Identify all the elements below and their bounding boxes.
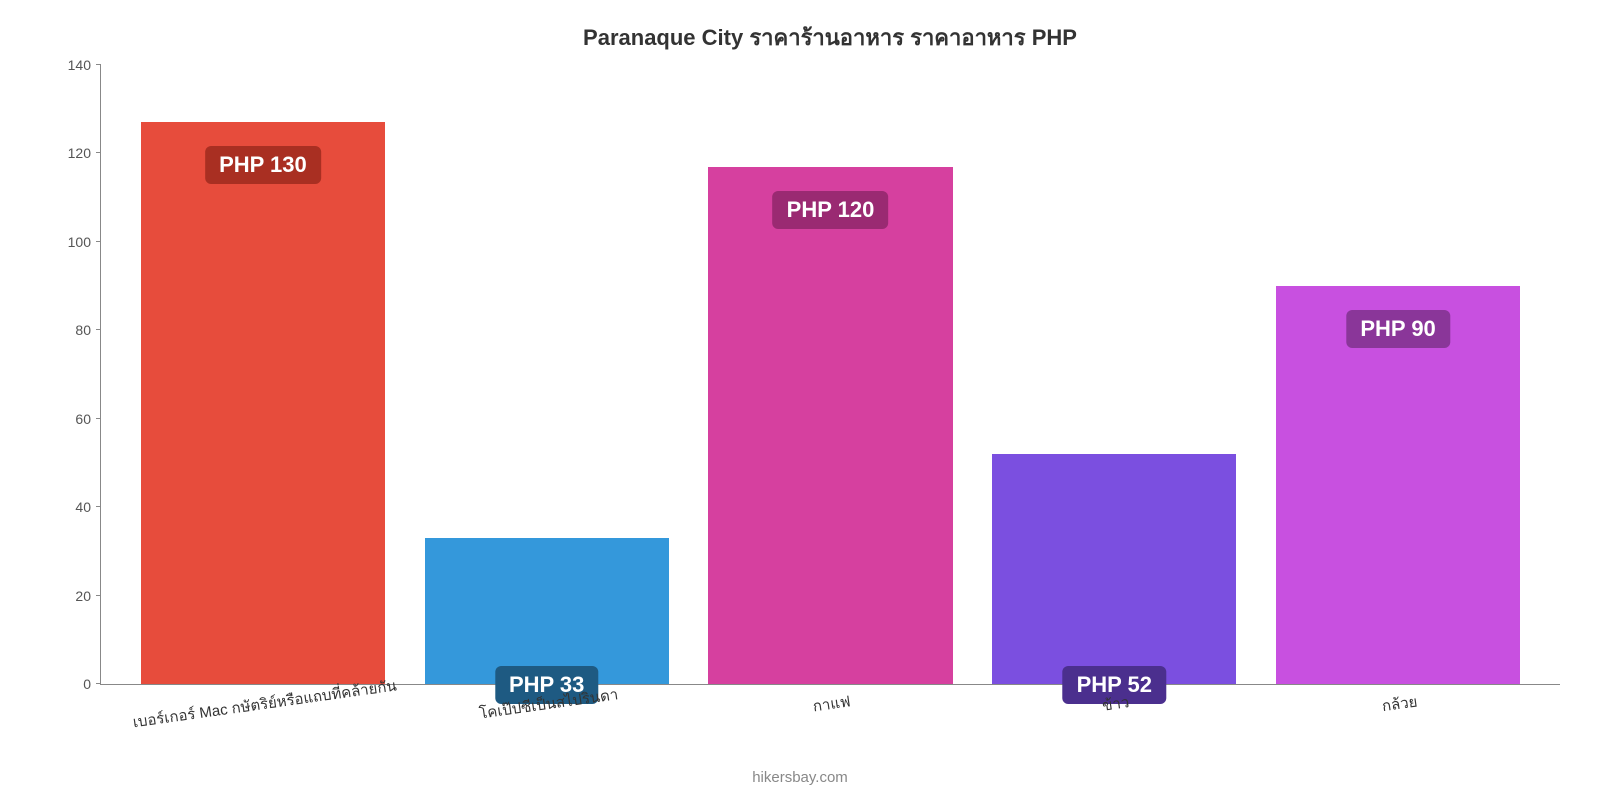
x-axis-category-label: กล้วย: [1381, 690, 1419, 719]
x-label-slot: โคเป๊ปซีเป็นสไปรินดา: [405, 684, 689, 734]
y-tick-mark: [96, 418, 101, 419]
y-tick-label: 0: [51, 676, 91, 692]
bar-slot: PHP 52: [972, 65, 1256, 684]
bar-slot: PHP 130: [121, 65, 405, 684]
y-tick-mark: [96, 152, 101, 153]
bars-row: PHP 130 PHP 33 PHP 120 PHP 52 PHP 90: [101, 65, 1560, 684]
x-label-slot: กาแฟ: [689, 684, 973, 734]
x-label-slot: กล้วย: [1256, 684, 1540, 734]
x-axis-category-label: โคเป๊ปซีเป็นสไปรินดา: [477, 682, 619, 725]
bar-slot: PHP 90: [1256, 65, 1540, 684]
y-tick-label: 120: [51, 145, 91, 161]
x-axis-labels: เบอร์เกอร์ Mac กษัตริย์หรือแถบที่คล้ายกั…: [101, 684, 1560, 734]
y-tick-label: 20: [51, 588, 91, 604]
bar-value-badge: PHP 130: [205, 146, 321, 184]
y-tick-mark: [96, 64, 101, 65]
y-tick-label: 80: [51, 322, 91, 338]
y-tick-mark: [96, 506, 101, 507]
x-label-slot: ข้าว: [972, 684, 1256, 734]
bar: PHP 130: [141, 122, 385, 684]
y-tick-label: 140: [51, 57, 91, 73]
bar: PHP 90: [1276, 286, 1520, 684]
y-tick-mark: [96, 683, 101, 684]
bar: PHP 33: [425, 538, 669, 684]
y-tick-mark: [96, 595, 101, 596]
x-label-slot: เบอร์เกอร์ Mac กษัตริย์หรือแถบที่คล้ายกั…: [121, 684, 405, 734]
y-tick-label: 100: [51, 234, 91, 250]
y-tick-label: 60: [51, 411, 91, 427]
y-tick-mark: [96, 329, 101, 330]
bar-slot: PHP 33: [405, 65, 689, 684]
y-tick-label: 40: [51, 499, 91, 515]
y-tick-mark: [96, 241, 101, 242]
chart-title: Paranaque City ราคาร้านอาหาร ราคาอาหาร P…: [100, 20, 1560, 55]
bar-value-badge: PHP 120: [773, 191, 889, 229]
chart-container: Paranaque City ราคาร้านอาหาร ราคาอาหาร P…: [0, 0, 1600, 800]
bar: PHP 52: [992, 454, 1236, 684]
bar: PHP 120: [708, 167, 952, 684]
plot-area: PHP 130PHP 33PHP 120PHP 52PHP 90 เบอร์เก…: [100, 65, 1560, 685]
attribution-text: hikersbay.com: [752, 769, 848, 786]
x-axis-category-label: กาแฟ: [812, 689, 853, 718]
bar-slot: PHP 120: [689, 65, 973, 684]
x-axis-category-label: ข้าว: [1101, 690, 1131, 718]
bar-value-badge: PHP 90: [1346, 310, 1449, 348]
